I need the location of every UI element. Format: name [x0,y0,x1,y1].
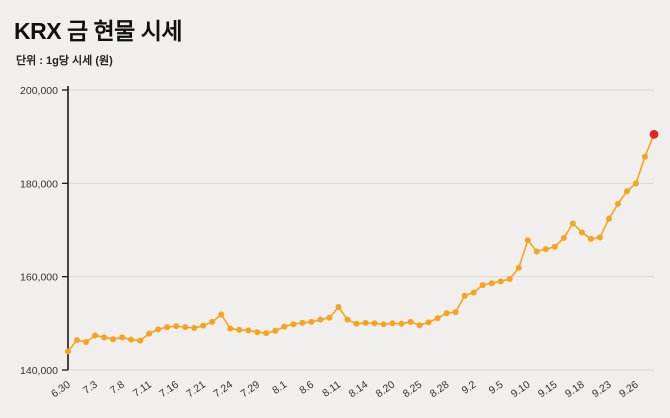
x-tick-label: 9.15 [536,379,560,401]
data-point-marker [371,320,378,327]
data-point-marker [623,188,630,195]
data-point-marker [596,234,603,241]
data-point-marker [524,237,531,244]
data-point-marker [434,315,441,322]
y-tick-label: 140,000 [20,365,58,377]
data-point-marker [632,180,639,187]
data-point-marker [110,336,117,343]
data-point-marker [416,322,423,329]
data-point-marker [209,318,216,325]
data-point-marker [65,348,71,355]
y-tick-label: 180,000 [20,178,58,190]
x-tick-label: 7.24 [211,379,235,401]
x-tick-label: 9.2 [460,379,479,397]
data-point-marker [299,319,306,326]
data-point-marker [587,235,594,242]
data-point-marker [254,329,261,336]
data-point-marker [92,332,99,339]
data-point-marker [515,264,522,271]
data-point-marker [182,324,189,331]
data-point-marker [173,323,180,330]
data-point-marker [191,325,198,331]
data-point-marker [506,276,513,282]
latest-point-marker [649,129,659,139]
x-tick-label: 7.21 [184,379,208,401]
data-point-marker [326,314,333,321]
data-point-marker [74,337,81,344]
x-tick-label: 8.1 [270,379,289,397]
data-point-marker [407,318,414,325]
data-point-marker [236,326,243,333]
x-tick-label: 9.18 [563,379,587,401]
x-tick-label: 8.28 [428,379,452,401]
data-point-marker [344,316,351,323]
data-point-marker [146,330,153,337]
data-point-marker [101,334,108,341]
data-point-marker [542,246,549,253]
data-point-marker [155,326,162,333]
unit-label: 단위 : 1g당 시세 (원) [16,55,113,67]
data-point-marker [164,324,171,331]
data-point-marker [362,319,369,326]
y-tick-label: 160,000 [20,272,58,284]
y-tick-label: 200,000 [20,85,58,97]
data-point-marker [218,311,225,318]
x-tick-label: 8.11 [320,379,343,400]
x-tick-label: 7.11 [131,379,154,400]
data-point-marker [281,323,288,330]
price-line [67,133,655,353]
data-point-marker [317,316,324,323]
x-tick-label: 8.20 [374,379,398,401]
x-tick-label: 9.26 [617,379,641,401]
data-point-marker [245,327,252,334]
data-point-marker [533,248,540,255]
data-point-marker [641,153,648,160]
data-point-marker [560,234,567,241]
x-tick-label: 8.25 [401,379,425,401]
data-point-marker [461,292,468,299]
data-point-marker [443,310,450,317]
data-point-marker [614,200,621,207]
data-point-marker [569,220,576,227]
x-tick-label: 7.16 [157,379,181,401]
data-point-marker [227,325,234,332]
data-point-marker [119,334,126,341]
x-tick-label: 8.14 [347,379,371,401]
data-point-marker [497,278,504,285]
data-point-marker [605,215,612,222]
chart-header: KRX 금 현물 시세 단위 : 1g당 시세 (원) [14,12,183,68]
data-point-marker [263,330,270,337]
data-point-marker [470,289,477,296]
data-point-marker [488,280,495,287]
page-title: KRX 금 현물 시세 [14,18,183,44]
x-tick-label: 9.5 [487,379,506,397]
data-point-marker [335,304,342,310]
x-tick-label: 9.23 [590,379,614,401]
data-point-marker [353,320,360,327]
data-point-marker [380,321,387,328]
x-tick-label: 9.10 [509,379,533,401]
x-tick-label: 7.3 [81,379,100,397]
data-point-marker [290,321,297,328]
data-point-marker [272,327,279,334]
data-point-marker [200,322,207,329]
x-tick-label: 6.30 [49,379,73,401]
data-point-marker [83,339,90,345]
data-point-marker [389,320,396,327]
data-point-marker [128,336,135,343]
data-point-marker [137,337,144,344]
data-point-marker [308,318,315,325]
x-tick-label: 7.8 [108,379,127,397]
data-point-marker [578,229,585,236]
data-point-marker [425,319,432,326]
data-point-marker [479,282,486,289]
data-point-marker [452,309,459,316]
x-tick-label: 8.6 [297,379,316,397]
data-point-marker [551,243,558,250]
data-point-marker [398,320,405,327]
x-tick-label: 7.29 [238,379,262,401]
